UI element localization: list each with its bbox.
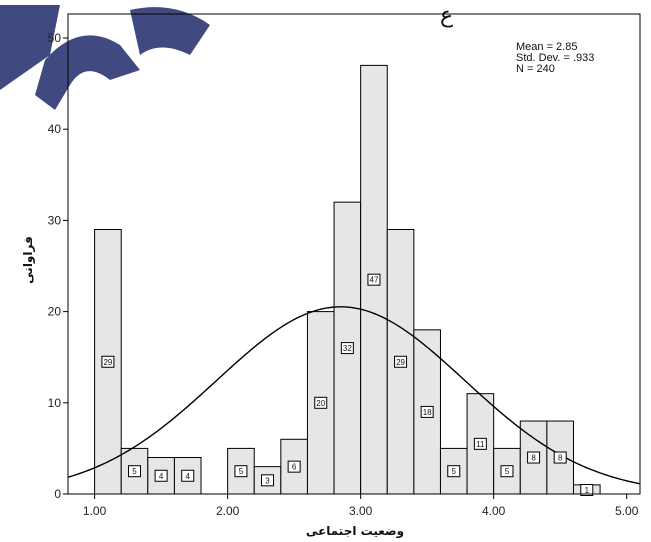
- count-label: 20: [316, 399, 325, 408]
- count-label: 1: [585, 486, 590, 495]
- stats-box: Mean = 2.85 Std. Dev. = .933 N = 240: [516, 41, 594, 75]
- count-label-box: [314, 396, 328, 409]
- bars-layer: [94, 64, 601, 495]
- x-tick-label: 3.00: [349, 504, 373, 518]
- count-label-box: [500, 465, 514, 478]
- y-axis-title: فراوانی: [21, 236, 36, 284]
- x-axis-title: وضعیت اجتماعی: [306, 524, 404, 539]
- count-label-box: [181, 469, 195, 482]
- title-fragment: ع: [440, 3, 453, 28]
- count-label-box: [367, 273, 381, 286]
- count-label: 5: [132, 467, 137, 476]
- count-label-box: [261, 474, 275, 487]
- x-tick-label: 2.00: [216, 504, 240, 518]
- y-tick-label: 50: [48, 31, 62, 45]
- watermark: [0, 5, 210, 110]
- count-label: 8: [531, 454, 536, 463]
- count-label-box: [473, 437, 487, 450]
- count-label: 3: [265, 476, 270, 485]
- count-label-box: [234, 465, 248, 478]
- count-label-box: [420, 405, 434, 418]
- count-label: 5: [452, 467, 457, 476]
- count-label: 4: [185, 472, 190, 481]
- count-label: 5: [239, 467, 244, 476]
- y-tick-label: 10: [48, 396, 62, 410]
- count-label: 6: [292, 463, 297, 472]
- count-label-box: [527, 451, 541, 464]
- stat-std-dev: Std. Dev. = .933: [516, 52, 594, 64]
- x-tick-label: 1.00: [83, 504, 107, 518]
- count-label-box: [154, 469, 168, 482]
- count-label: 11: [476, 440, 485, 449]
- x-tick-label: 4.00: [482, 504, 506, 518]
- count-label-box: [553, 451, 567, 464]
- stat-n: N = 240: [516, 63, 555, 75]
- count-label: 29: [396, 358, 405, 367]
- y-tick-label: 40: [48, 122, 62, 136]
- y-tick-label: 0: [54, 487, 61, 501]
- count-labels-layer: 29 5 4 4 5 3 6 20 32 47 29 18 5 11 5 8 8 1: [101, 273, 594, 496]
- count-label: 18: [423, 408, 432, 417]
- y-tick-label: 30: [48, 213, 62, 227]
- count-label: 4: [159, 472, 164, 481]
- normal-curve-layer: [67, 306, 641, 485]
- count-label-box: [394, 355, 408, 368]
- normal-curve: [67, 306, 641, 485]
- stat-mean: Mean = 2.85: [516, 41, 577, 53]
- count-label: 29: [103, 358, 112, 367]
- count-label: 32: [343, 344, 352, 353]
- y-axis: 0 10 20 30 40 50: [48, 14, 69, 501]
- count-label-box: [128, 465, 142, 478]
- count-label: 5: [505, 467, 510, 476]
- x-axis: 1.00 2.00 3.00 4.00 5.00: [68, 493, 640, 518]
- count-label-box: [287, 460, 301, 473]
- y-tick-label: 20: [48, 305, 62, 319]
- x-tick-label: 5.00: [615, 504, 639, 518]
- count-label: 8: [558, 454, 563, 463]
- count-label-box: [447, 465, 461, 478]
- count-label-box: [580, 484, 594, 496]
- count-label: 47: [370, 276, 379, 285]
- count-label-box: [340, 342, 354, 355]
- count-label-box: [101, 355, 115, 368]
